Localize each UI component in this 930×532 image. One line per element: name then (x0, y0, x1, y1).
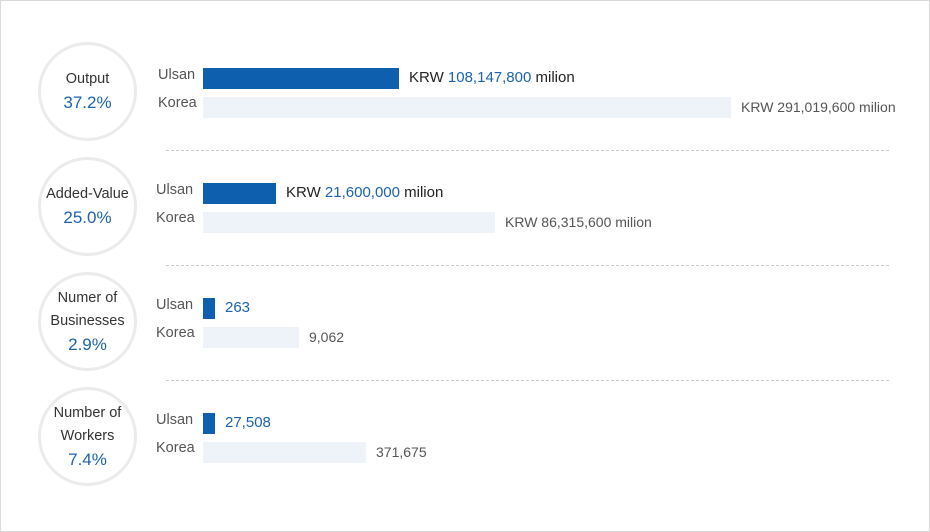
share-circle: Added-Value 25.0% (38, 157, 137, 256)
bar-ulsan (203, 298, 215, 319)
row-label-ulsan: Ulsan (156, 412, 194, 428)
metric-label: Added-Value (46, 186, 129, 202)
share-circle: Output 37.2% (38, 42, 137, 141)
value-label-korea: KRW 86,315,600 milion (505, 214, 652, 230)
value-number: 27,508 (225, 414, 271, 431)
section-divider (166, 150, 889, 151)
share-circle: Numer of Businesses 2.9% (38, 272, 137, 371)
row-label-ulsan: Ulsan (158, 67, 196, 83)
share-percent: 37.2% (63, 93, 112, 112)
row-label-korea: Korea (156, 440, 195, 456)
bar-korea (203, 442, 366, 463)
value-number: 263 (225, 299, 251, 316)
metric-label: Numer of (57, 289, 118, 306)
row-label-korea: Korea (156, 210, 195, 226)
metric-group: Number of Workers 7.4% Ulsan Korea 27,508 371,… (0, 0, 930, 486)
share-percent: 2.9% (68, 334, 107, 354)
metric-group: Added-Value 25.0% Ulsan Korea KRW 21,600,000… (0, 0, 930, 256)
value-label-ulsan: 27,508 (225, 414, 271, 431)
value-suffix: milion (531, 69, 575, 86)
share-percent: 7.4% (68, 449, 107, 469)
bar-ulsan (203, 413, 215, 434)
value-prefix: KRW (286, 184, 325, 201)
value-label-korea: KRW 291,019,600 milion (741, 99, 896, 115)
value-label-ulsan: KRW 108,147,800 milion (409, 69, 575, 86)
metric-label: Output (65, 71, 110, 87)
row-label-korea: Korea (156, 325, 195, 341)
row-label-korea: Korea (158, 95, 197, 111)
bar-korea (203, 97, 731, 118)
bar-korea (203, 327, 299, 348)
row-label-ulsan: Ulsan (156, 297, 194, 313)
value-label-korea: 371,675 (376, 444, 427, 460)
bar-ulsan (203, 68, 399, 89)
share-circle: Number of Workers 7.4% (38, 387, 137, 486)
value-label-korea: 9,062 (309, 329, 345, 345)
metric-label: Number of (53, 404, 122, 421)
value-prefix: KRW (409, 69, 448, 86)
section-divider (166, 265, 889, 266)
metric-group: Output 37.2% Ulsan Korea KRW 108,147,800 mil… (0, 0, 930, 141)
metric-group: Numer of Businesses 2.9% Ulsan Korea 263 9,062 (0, 0, 930, 371)
value-label-ulsan: 263 (225, 299, 250, 316)
share-percent: 25.0% (63, 208, 112, 227)
row-label-ulsan: Ulsan (156, 182, 194, 198)
section-divider (166, 380, 889, 381)
value-number: 21,600,000 (324, 184, 400, 201)
value-suffix: milion (399, 184, 444, 201)
value-label-ulsan: KRW 21,600,000 milion (286, 184, 443, 201)
metric-label: Businesses (50, 312, 125, 329)
value-number: 108,147,800 (447, 69, 532, 86)
bar-ulsan (203, 183, 276, 204)
metric-label: Workers (60, 427, 115, 444)
bar-korea (203, 212, 495, 233)
